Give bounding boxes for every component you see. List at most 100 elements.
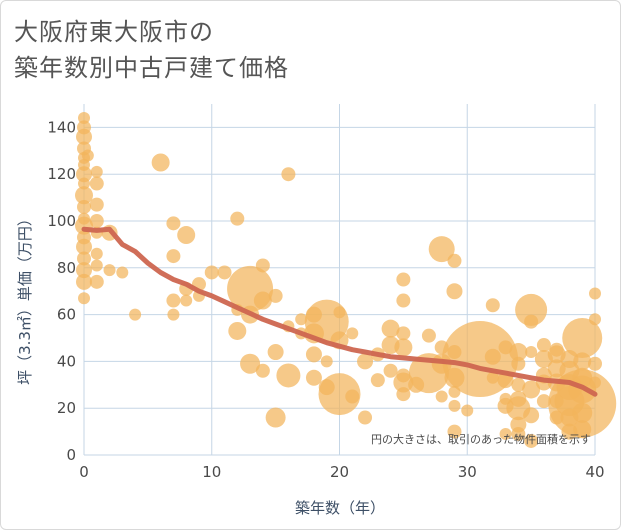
- data-bubble: [572, 402, 593, 423]
- data-bubble: [305, 369, 322, 386]
- data-bubble: [447, 424, 462, 439]
- data-bubble: [396, 293, 411, 308]
- data-bubble: [89, 274, 104, 289]
- y-tick-label: 100: [47, 212, 76, 230]
- data-bubble: [78, 292, 90, 305]
- bubble-series: [75, 112, 617, 448]
- data-bubble: [522, 380, 541, 399]
- data-bubble: [90, 259, 103, 272]
- data-bubble: [77, 199, 91, 214]
- data-bubble: [536, 394, 551, 409]
- data-bubble: [346, 327, 359, 340]
- data-bubble: [103, 264, 116, 277]
- data-bubble: [276, 363, 301, 388]
- data-bubble: [485, 298, 500, 313]
- data-bubble: [447, 253, 462, 268]
- data-bubble: [305, 346, 322, 363]
- data-bubble: [396, 272, 411, 287]
- data-bubble: [177, 226, 196, 245]
- data-bubble: [76, 166, 92, 183]
- x-tick-label: 40: [585, 463, 604, 481]
- y-tick-label: 0: [66, 446, 76, 464]
- data-bubble: [81, 149, 94, 162]
- data-bubble: [255, 363, 270, 378]
- data-bubble: [357, 353, 374, 370]
- data-bubble: [573, 352, 592, 371]
- x-tick-label: 30: [458, 463, 477, 481]
- data-bubble: [588, 356, 602, 371]
- data-bubble: [318, 373, 361, 416]
- data-bubble: [228, 321, 247, 340]
- x-axis-ticks: 0 10 20 30 40: [79, 463, 604, 481]
- data-bubble: [166, 249, 181, 264]
- data-bubble: [76, 273, 92, 290]
- data-bubble: [76, 262, 92, 279]
- data-bubble: [589, 376, 601, 389]
- data-bubble: [281, 167, 296, 182]
- y-tick-label: 80: [57, 259, 76, 277]
- data-bubble: [484, 348, 501, 365]
- data-bubble: [446, 283, 463, 300]
- data-bubble: [524, 433, 539, 448]
- data-bubble: [448, 399, 461, 412]
- data-bubble: [358, 410, 373, 425]
- data-bubble: [217, 265, 232, 280]
- data-bubble: [499, 427, 512, 440]
- data-bubble: [394, 338, 413, 357]
- data-bubble: [396, 387, 411, 402]
- data-bubble: [428, 236, 455, 263]
- y-tick-label: 120: [47, 165, 76, 183]
- data-bubble: [435, 390, 448, 403]
- data-bubble: [523, 407, 540, 424]
- data-bubble: [515, 293, 548, 326]
- bubble-size-note: 円の大きさは、取引のあった物件面積を示す: [371, 432, 591, 446]
- data-bubble: [78, 177, 90, 190]
- x-axis-label: 築年数（年）: [295, 499, 385, 517]
- x-tick-label: 0: [79, 463, 89, 481]
- data-bubble: [573, 420, 592, 439]
- data-bubble: [370, 373, 385, 388]
- data-bubble: [253, 291, 272, 310]
- data-bubble: [255, 258, 270, 273]
- data-bubble: [76, 238, 92, 255]
- data-bubble: [345, 389, 360, 404]
- data-bubble: [461, 404, 474, 417]
- x-tick-label: 10: [202, 463, 221, 481]
- data-bubble: [381, 319, 400, 338]
- data-bubble: [396, 326, 411, 341]
- data-bubble: [383, 363, 398, 378]
- data-bubble: [509, 343, 528, 362]
- data-bubble: [562, 318, 603, 358]
- data-bubble: [166, 216, 181, 231]
- data-bubble: [78, 112, 90, 125]
- y-tick-label: 40: [57, 352, 76, 370]
- x-tick-label: 20: [330, 463, 349, 481]
- data-bubble: [151, 153, 170, 172]
- y-axis-ticks: 0 20 40 60 80 100 120 140: [47, 118, 76, 464]
- data-bubble: [89, 197, 104, 212]
- y-tick-label: 20: [57, 399, 76, 417]
- data-bubble: [511, 356, 526, 371]
- data-bubble: [180, 294, 193, 307]
- trend-line: [81, 226, 598, 397]
- data-bubble: [204, 265, 219, 280]
- data-bubble: [116, 266, 129, 279]
- y-tick-label: 60: [57, 306, 76, 324]
- data-bubble: [333, 306, 346, 319]
- data-bubble: [320, 355, 333, 368]
- data-bubble: [589, 287, 601, 300]
- data-bubble: [90, 247, 103, 260]
- chart-title-line2: 築年数別中古戸建て価格: [14, 54, 289, 82]
- data-bubble: [90, 165, 103, 178]
- data-bubble: [511, 426, 526, 441]
- data-bubble: [166, 293, 181, 308]
- trend-series: [81, 226, 598, 397]
- data-bubble: [511, 377, 526, 392]
- data-bubble: [295, 313, 308, 326]
- data-bubble: [89, 214, 104, 228]
- data-bubble: [498, 340, 513, 355]
- data-bubble: [524, 314, 539, 329]
- data-bubble: [421, 328, 436, 343]
- data-bubble: [265, 407, 286, 428]
